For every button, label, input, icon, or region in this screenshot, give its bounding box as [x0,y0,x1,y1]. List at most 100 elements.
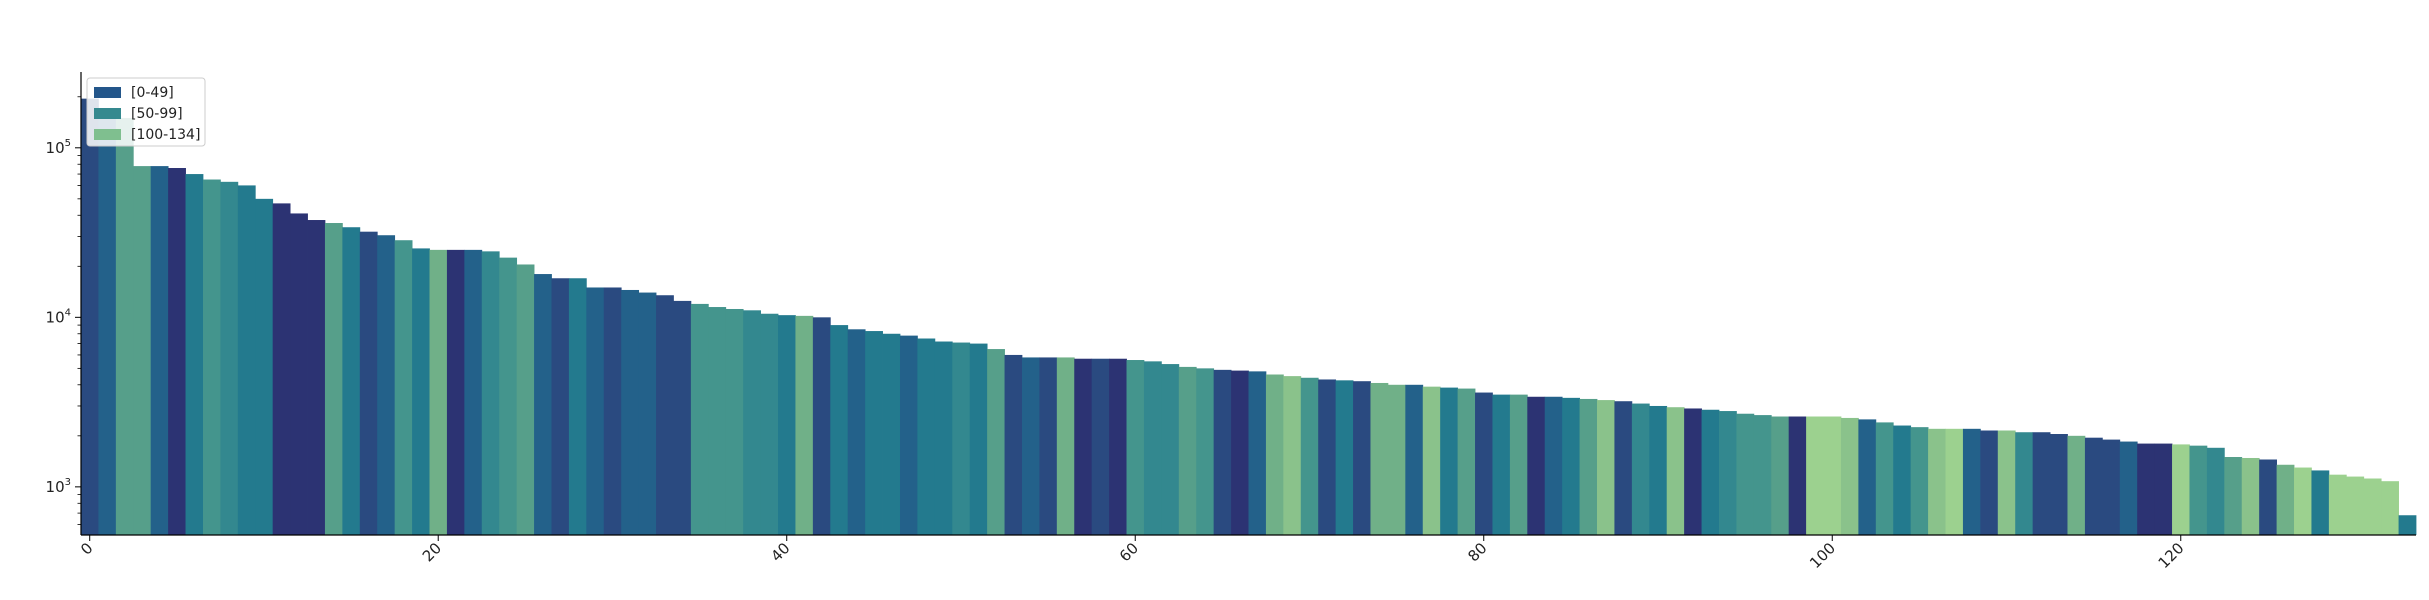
x-tick-label-2: 40 [767,539,793,565]
bar-76 [1405,384,1424,535]
bar-19 [412,248,430,535]
bar-46 [882,333,901,535]
legend-swatch-2 [94,129,121,140]
bar-10 [255,198,274,535]
bar-59 [1109,358,1127,535]
bar-30 [603,287,622,535]
bar-15 [342,227,361,536]
bar-128 [2311,470,2330,535]
axes-group [80,72,2416,536]
bar-73 [1353,381,1371,535]
bar-129 [2328,474,2347,535]
legend-label-0: [0-49] [131,85,174,101]
bar-26 [534,274,552,535]
bar-17 [377,235,396,536]
bar-98 [1788,416,1807,535]
bar-93 [1701,409,1720,535]
bar-84 [1544,396,1563,535]
bar-92 [1684,408,1702,535]
bar-2 [115,117,134,535]
bar-85 [1562,397,1580,535]
bar-1 [98,110,117,535]
bar-29 [586,287,605,535]
bar-14 [324,223,343,535]
legend-swatch-0 [94,87,121,98]
legend-label-1: [50-99] [131,106,183,122]
x-tick-label-1: 20 [419,539,445,565]
bar-16 [359,231,378,535]
bar-97 [1771,416,1790,535]
bar-33 [656,295,674,535]
bar-24 [499,257,518,535]
x-tick-label-6: 120 [2155,539,2188,572]
bar-27 [551,278,570,535]
x-ticks-group: 0 20 40 60 80 100 120 [77,535,2188,572]
bar-83 [1527,396,1546,535]
bar-69 [1283,376,1302,535]
bar-34 [673,300,692,535]
bar-119 [2154,443,2173,535]
bar-130 [2346,476,2365,535]
bar-115 [2084,437,2103,535]
legend-label-2: [100-134] [131,127,200,143]
bar-49 [934,341,953,535]
bar-39 [760,313,779,535]
x-tick-label-3: 60 [1116,539,1142,565]
bar-127 [2294,467,2312,535]
bar-5 [168,168,186,535]
bar-37 [725,308,744,535]
bar-48 [917,338,936,535]
bar-57 [1074,358,1093,535]
bar-86 [1579,398,1598,535]
bar-116 [2102,439,2121,535]
bar-117 [2119,441,2138,535]
bar-87 [1597,400,1615,535]
bar-122 [2206,447,2225,535]
bar-64 [1196,368,1215,535]
bar-58 [1091,358,1110,535]
bar-31 [621,289,640,535]
bar-47 [899,335,918,535]
bar-125 [2259,459,2277,535]
bar-112 [2032,432,2051,535]
bar-77 [1422,386,1441,535]
bar-32 [638,292,657,535]
bar-120 [2172,444,2190,535]
bar-123 [2224,457,2243,535]
bar-20 [429,249,448,535]
bar-21 [446,249,465,535]
bar-42 [812,317,831,535]
bar-104 [1893,425,1912,535]
bar-82 [1509,394,1528,535]
bar-56 [1056,357,1075,535]
bar-36 [708,307,727,535]
bar-91 [1666,407,1685,535]
bar-102 [1858,419,1877,535]
legend-swatch-1 [94,108,121,119]
bar-45 [865,331,883,535]
bar-106 [1928,428,1946,535]
bar-4 [150,166,169,535]
bar-131 [2363,478,2382,535]
y-tick-label-2: 105 [46,138,71,157]
bar-55 [1039,357,1058,535]
bar-18 [394,240,413,535]
bar-71 [1318,379,1337,535]
bar-41 [795,315,814,535]
bars-group [81,98,2417,536]
bar-53 [1004,354,1023,535]
bar-40 [778,315,796,535]
bar-103 [1875,422,1894,535]
bar-114 [2067,435,2086,535]
bar-110 [1997,430,2016,535]
bar-7 [202,179,221,535]
bar-96 [1753,415,1772,535]
bar-113 [2050,434,2068,535]
bar-118 [2137,443,2156,535]
bar-9 [237,185,256,535]
bar-13 [307,220,326,535]
bar-23 [481,251,500,536]
bar-43 [830,325,849,535]
bar-6 [185,174,204,535]
bar-79 [1457,388,1476,535]
